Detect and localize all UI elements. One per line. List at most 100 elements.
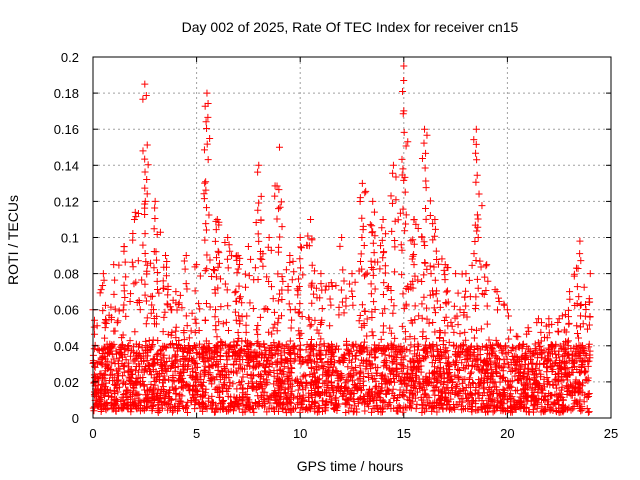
data-point-peak — [471, 221, 479, 229]
data-point — [362, 187, 370, 195]
data-point — [478, 202, 486, 210]
data-point — [476, 346, 484, 354]
x-tick-label: 25 — [604, 426, 618, 441]
data-point-peak — [247, 255, 255, 263]
data-point — [399, 362, 407, 370]
data-point-peak — [418, 233, 426, 241]
data-point-peak — [122, 273, 130, 281]
data-point-peak — [159, 277, 167, 285]
data-point-peak — [99, 352, 107, 360]
data-point-peak — [181, 265, 189, 273]
data-point-peak — [409, 236, 417, 244]
data-point — [139, 373, 147, 381]
data-point — [287, 324, 295, 332]
data-point — [378, 374, 386, 382]
data-point-peak — [400, 128, 408, 136]
data-point — [427, 379, 435, 387]
data-point — [356, 395, 364, 403]
data-point — [159, 379, 167, 387]
data-point — [131, 367, 139, 375]
data-point — [409, 359, 417, 367]
data-point — [154, 370, 162, 378]
data-point — [298, 397, 306, 405]
data-point — [400, 392, 408, 400]
data-point — [238, 365, 246, 373]
data-point — [266, 399, 274, 407]
data-point-peak — [357, 250, 365, 258]
data-point — [206, 303, 214, 311]
data-point-peak — [360, 343, 368, 351]
data-point-peak — [172, 334, 180, 342]
data-point-peak — [527, 356, 535, 364]
data-point-peak — [254, 330, 262, 338]
data-point — [292, 376, 300, 384]
data-point — [311, 316, 319, 324]
data-point — [165, 375, 173, 383]
data-point-peak — [143, 141, 151, 149]
data-point — [437, 379, 445, 387]
data-point-peak — [160, 313, 168, 321]
data-point — [268, 330, 276, 338]
data-point — [189, 373, 197, 381]
data-point — [265, 363, 273, 371]
data-point — [129, 381, 137, 389]
data-point — [414, 276, 422, 284]
data-point — [146, 362, 154, 370]
data-point — [152, 320, 160, 328]
data-point — [221, 366, 229, 374]
data-point-peak — [255, 199, 263, 207]
data-point-peak — [419, 328, 427, 336]
data-point-peak — [555, 328, 563, 336]
data-point-peak — [429, 220, 437, 228]
data-point-peak — [233, 297, 241, 305]
data-point — [100, 276, 108, 284]
data-point — [289, 257, 297, 265]
data-point-peak — [119, 341, 127, 349]
data-point — [435, 372, 443, 380]
data-point — [479, 391, 487, 399]
data-point — [119, 372, 127, 380]
data-point — [506, 378, 514, 386]
data-point — [514, 343, 522, 351]
data-point — [435, 351, 443, 359]
data-point — [406, 396, 414, 404]
data-point-peak — [295, 275, 303, 283]
data-point — [168, 328, 176, 336]
data-point — [286, 337, 294, 345]
data-point-peak — [278, 355, 286, 363]
data-point — [386, 324, 394, 332]
data-point — [575, 384, 583, 392]
data-point — [323, 347, 331, 355]
data-point-peak — [444, 322, 452, 330]
data-point — [285, 300, 293, 308]
data-point — [579, 379, 587, 387]
data-point-peak — [325, 283, 333, 291]
data-point — [343, 345, 351, 353]
data-point — [206, 369, 214, 377]
data-point — [406, 333, 414, 341]
data-point — [93, 322, 101, 330]
data-point — [535, 383, 542, 391]
data-point-peak — [433, 256, 441, 264]
data-point — [401, 374, 409, 382]
data-point — [426, 197, 434, 205]
data-point-peak — [160, 263, 168, 271]
data-point — [330, 369, 338, 377]
data-point-peak — [337, 286, 345, 294]
data-point — [462, 346, 470, 354]
data-point — [283, 401, 291, 409]
data-point-peak — [195, 300, 203, 308]
data-point — [508, 408, 516, 416]
data-point — [291, 342, 299, 350]
data-point-peak — [484, 277, 492, 285]
data-point-peak — [399, 205, 407, 213]
data-point — [434, 364, 442, 372]
data-point — [208, 380, 216, 388]
data-point-max — [441, 261, 449, 269]
data-point — [560, 326, 568, 334]
data-point — [489, 345, 497, 353]
data-point-peak — [283, 356, 291, 364]
data-point — [387, 296, 395, 304]
data-point — [467, 368, 475, 376]
data-point — [211, 267, 219, 275]
